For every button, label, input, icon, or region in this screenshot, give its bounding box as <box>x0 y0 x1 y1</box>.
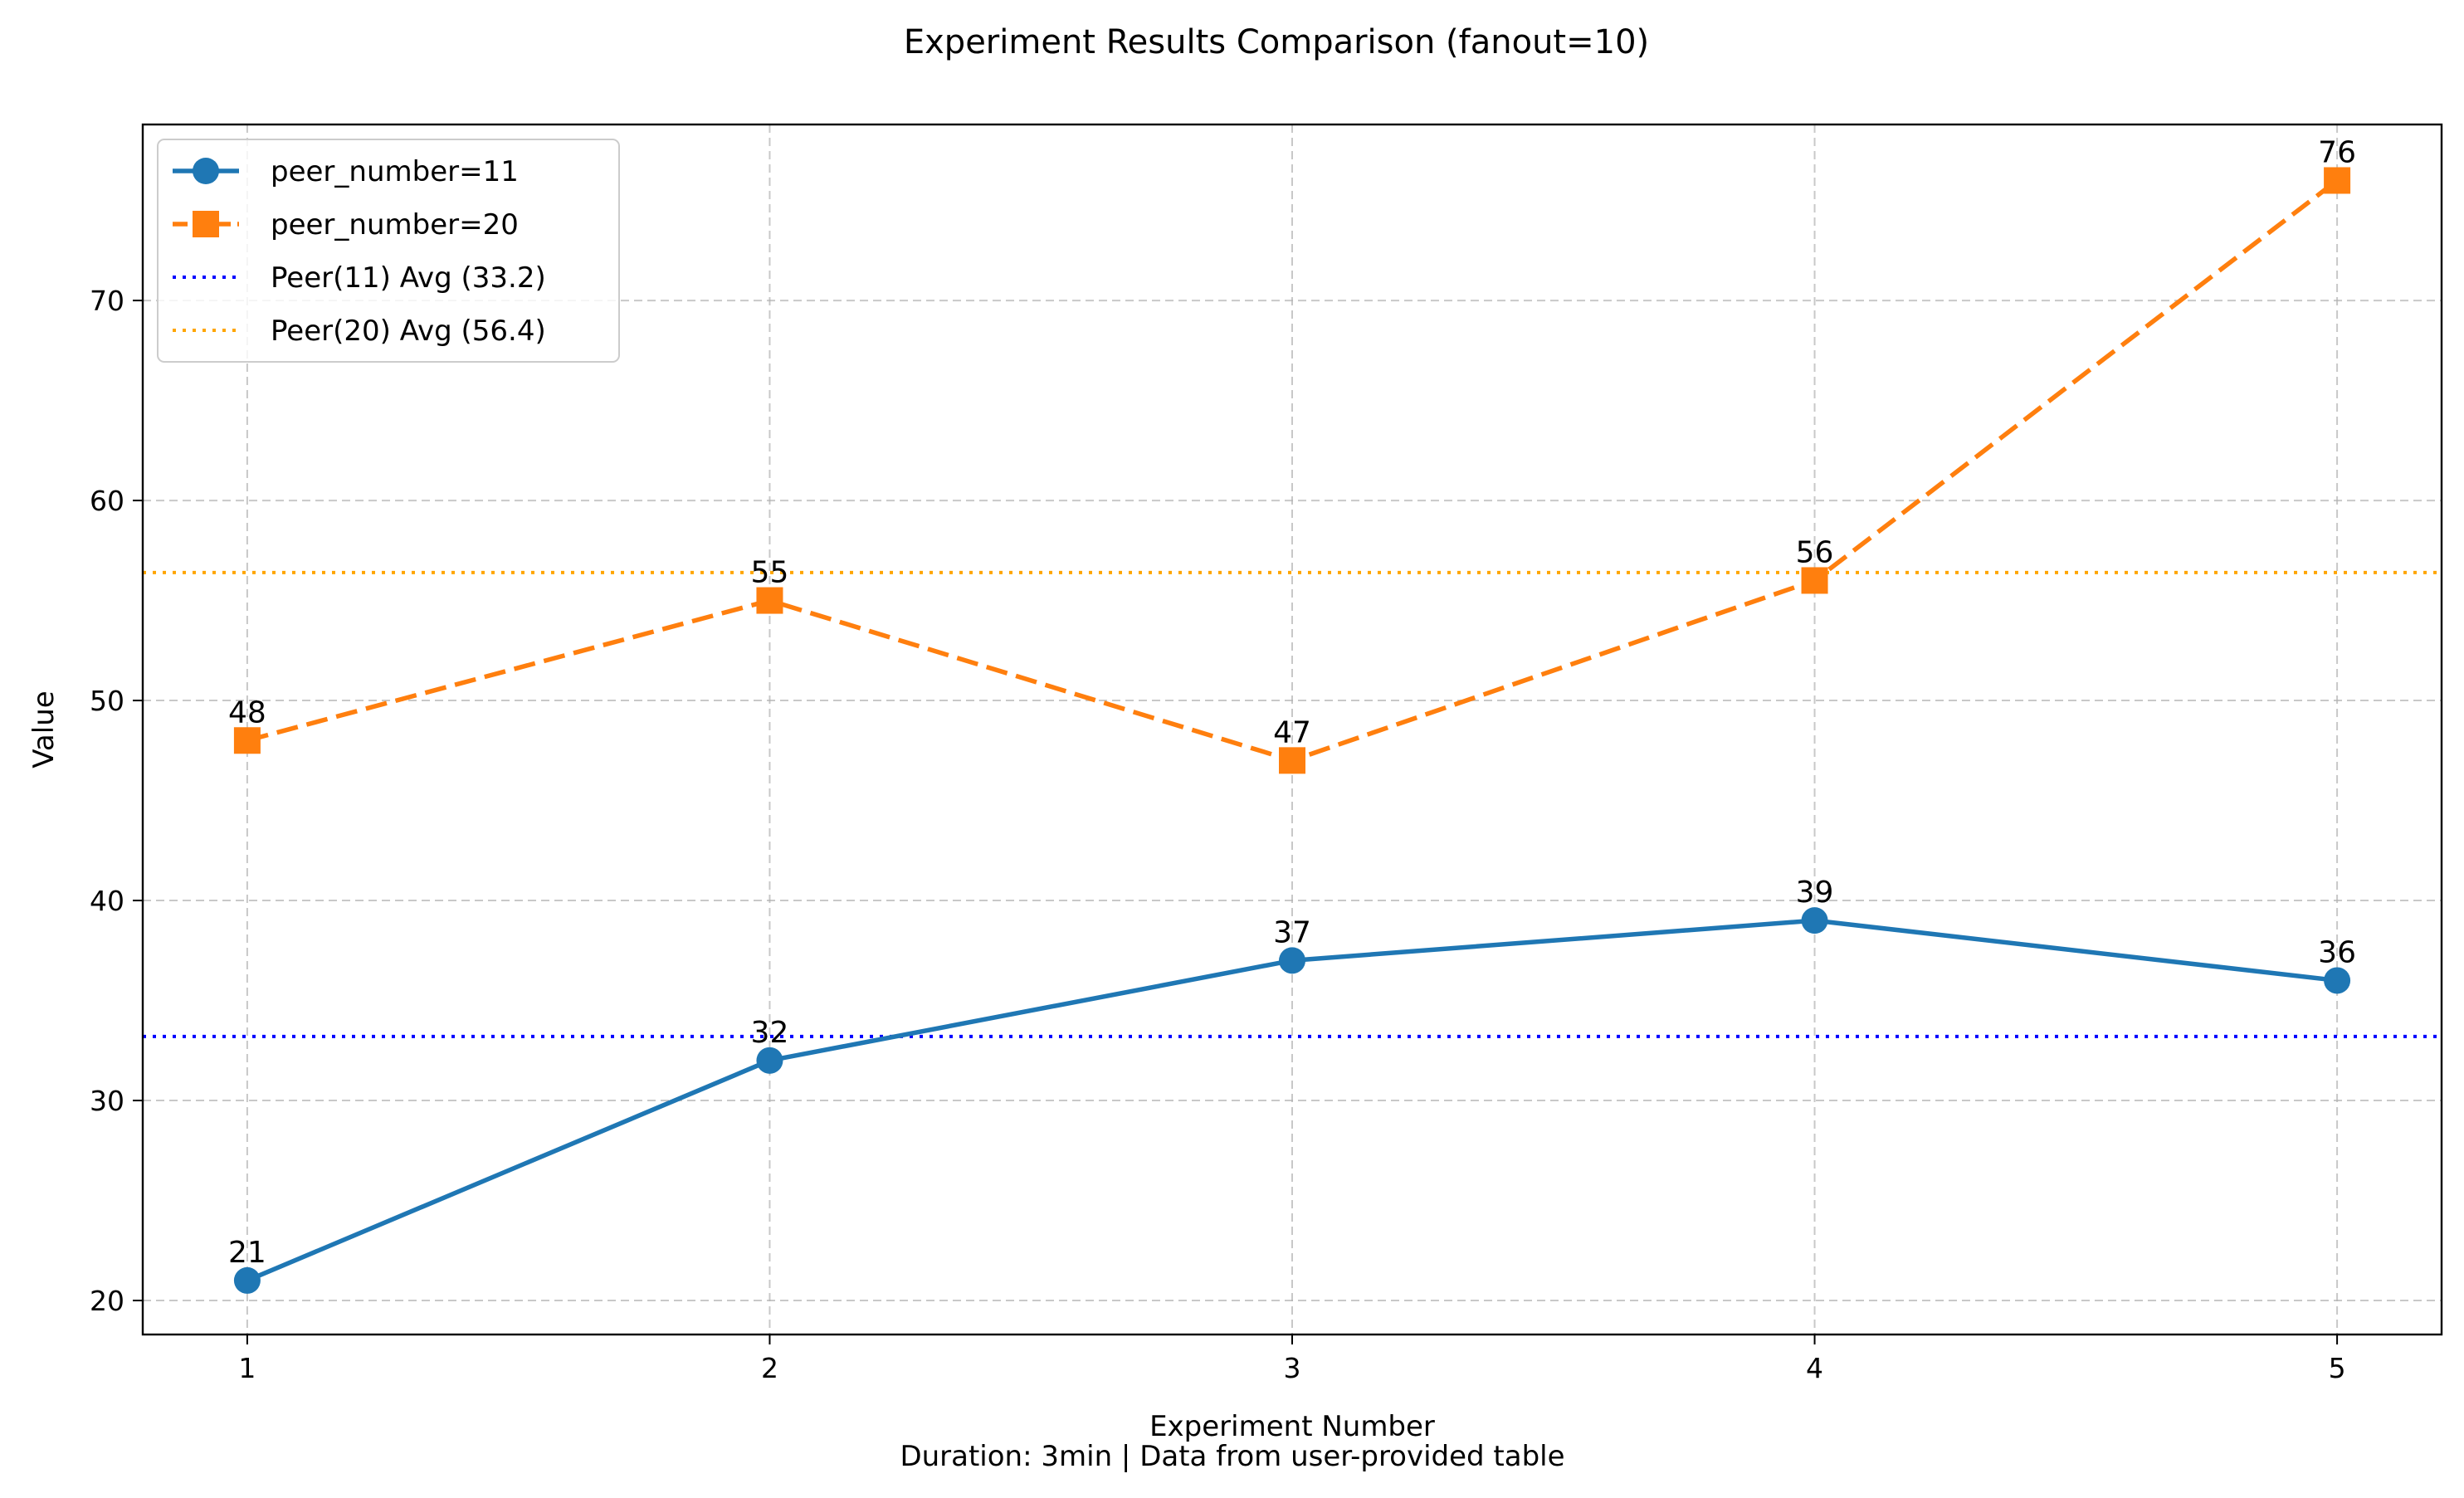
legend-label-3: Peer(11) Avg (33.2) <box>271 261 546 295</box>
x-tick-label: 4 <box>1806 1352 1823 1384</box>
x-tick-label: 2 <box>761 1352 778 1384</box>
series-1-data-label: 36 <box>2318 935 2356 969</box>
series-1-data-label: 21 <box>228 1236 266 1270</box>
series-2-data-label: 48 <box>228 695 266 729</box>
series-2-data-label: 56 <box>1796 535 1834 569</box>
footnote: Duration: 3min | Data from user-provided… <box>900 1440 1564 1473</box>
legend-label-4: Peer(20) Avg (56.4) <box>271 315 546 348</box>
axis-ticks: 1 2 3 4 5 20 30 40 50 60 70 <box>90 285 2346 1384</box>
y-tick-label: 40 <box>90 885 124 917</box>
series-2-point <box>233 727 261 754</box>
x-tick-label: 3 <box>1284 1352 1301 1384</box>
series-2-data-label: 47 <box>1273 715 1311 749</box>
x-axis-label: Experiment Number <box>1149 1410 1435 1443</box>
series-1-point <box>2324 967 2351 994</box>
series-2-point <box>1801 567 1828 594</box>
series-1-point <box>1801 907 1828 934</box>
series-2-point <box>1279 747 1305 774</box>
legend-marker-2 <box>193 211 219 237</box>
y-tick-label: 50 <box>90 685 124 717</box>
y-tick-label: 70 <box>90 285 124 317</box>
series-1-point <box>1279 947 1305 974</box>
legend-marker-1 <box>193 158 219 184</box>
series-2-point <box>756 587 783 614</box>
legend-label-1: peer_number=11 <box>271 155 519 188</box>
data-labels: 21 32 37 39 36 48 55 47 56 76 <box>228 135 2356 1269</box>
x-tick-label: 5 <box>2329 1352 2346 1384</box>
series-1-point <box>756 1047 783 1074</box>
series-1-data-label: 39 <box>1796 876 1834 910</box>
y-tick-label: 20 <box>90 1285 124 1317</box>
grid <box>143 124 2442 1335</box>
legend-label-2: peer_number=20 <box>271 208 519 242</box>
series-1-data-label: 37 <box>1273 915 1311 949</box>
series-1-data-label: 32 <box>751 1016 789 1050</box>
series-1-point <box>233 1266 261 1294</box>
series-layer <box>233 167 2351 1294</box>
series-2-data-label: 76 <box>2318 135 2356 169</box>
legend: peer_number=11 peer_number=20 Peer(11) Avg… <box>157 139 620 363</box>
y-tick-label: 30 <box>90 1085 124 1117</box>
y-tick-label: 60 <box>90 485 124 517</box>
y-axis-label: Value <box>27 690 61 768</box>
series-2-point <box>2324 167 2351 194</box>
legend-box <box>157 139 620 363</box>
chart-title: Experiment Results Comparison (fanout=10… <box>904 23 1649 61</box>
x-tick-label: 1 <box>238 1352 256 1384</box>
series-2-data-label: 55 <box>751 556 789 590</box>
